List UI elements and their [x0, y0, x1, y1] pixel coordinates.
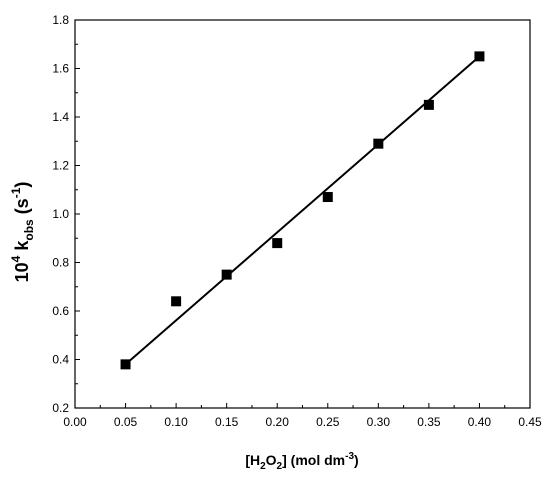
- ylabel-sub: obs: [22, 219, 36, 241]
- x-axis-title: [H2O2] (mol dm-3): [245, 451, 358, 472]
- xlabel-sub2: 2: [277, 461, 283, 472]
- x-tick-label: 0.20: [266, 415, 290, 429]
- ylabel-prefix: 10: [12, 262, 32, 282]
- data-point: [221, 269, 232, 280]
- data-point: [171, 296, 182, 307]
- xlabel-mid: O: [266, 452, 277, 468]
- xlabel-prefix: [H: [245, 452, 260, 468]
- data-point: [272, 238, 283, 249]
- data-points: [120, 51, 485, 370]
- xlabel-sup: -3: [345, 451, 354, 462]
- data-point: [423, 99, 434, 110]
- y-tick-label: 0.4: [52, 353, 69, 367]
- x-tick-label: 0.00: [63, 415, 87, 429]
- data-point: [373, 138, 384, 149]
- x-tick-label: 0.40: [468, 415, 492, 429]
- y-tick-label: 0.8: [52, 256, 69, 270]
- ylabel-sup: 4: [9, 255, 23, 262]
- x-tick-label: 0.10: [164, 415, 188, 429]
- x-tick-label: 0.05: [114, 415, 138, 429]
- y-tick-label: 0.6: [52, 304, 69, 318]
- x-tick-label: 0.45: [518, 415, 542, 429]
- ylabel-suffix: (s: [12, 198, 32, 219]
- ylabel-mid: k: [12, 240, 32, 256]
- xlabel-sub1: 2: [260, 461, 266, 472]
- x-tick-label: 0.25: [316, 415, 340, 429]
- x-tick-label: 0.35: [417, 415, 441, 429]
- y-tick-label: 1.2: [52, 159, 69, 173]
- data-point: [120, 359, 131, 370]
- tick-labels: 0.00 0.05 0.10 0.15 0.20 0.25 0.30 0.35 0.40 0.45…: [52, 13, 542, 429]
- data-point: [474, 51, 485, 62]
- data-point: [322, 192, 333, 203]
- y-tick-label: 1.0: [52, 207, 69, 221]
- y-tick-label: 1.8: [52, 13, 69, 27]
- y-tick-label: 1.4: [52, 110, 69, 124]
- ticks: [74, 19, 531, 409]
- y-axis-title: 104 kobs (s-1): [9, 182, 36, 283]
- xlabel-end: ): [354, 452, 359, 468]
- x-tick-label: 0.15: [215, 415, 239, 429]
- x-tick-label: 0.30: [367, 415, 391, 429]
- ylabel-sup2: -1: [9, 187, 23, 198]
- fit-line: [124, 55, 481, 366]
- xlabel-suffix: ] (mol dm: [282, 452, 345, 468]
- y-tick-label: 0.2: [52, 401, 69, 415]
- y-tick-label: 1.6: [52, 62, 69, 76]
- ylabel-end: ): [12, 182, 32, 188]
